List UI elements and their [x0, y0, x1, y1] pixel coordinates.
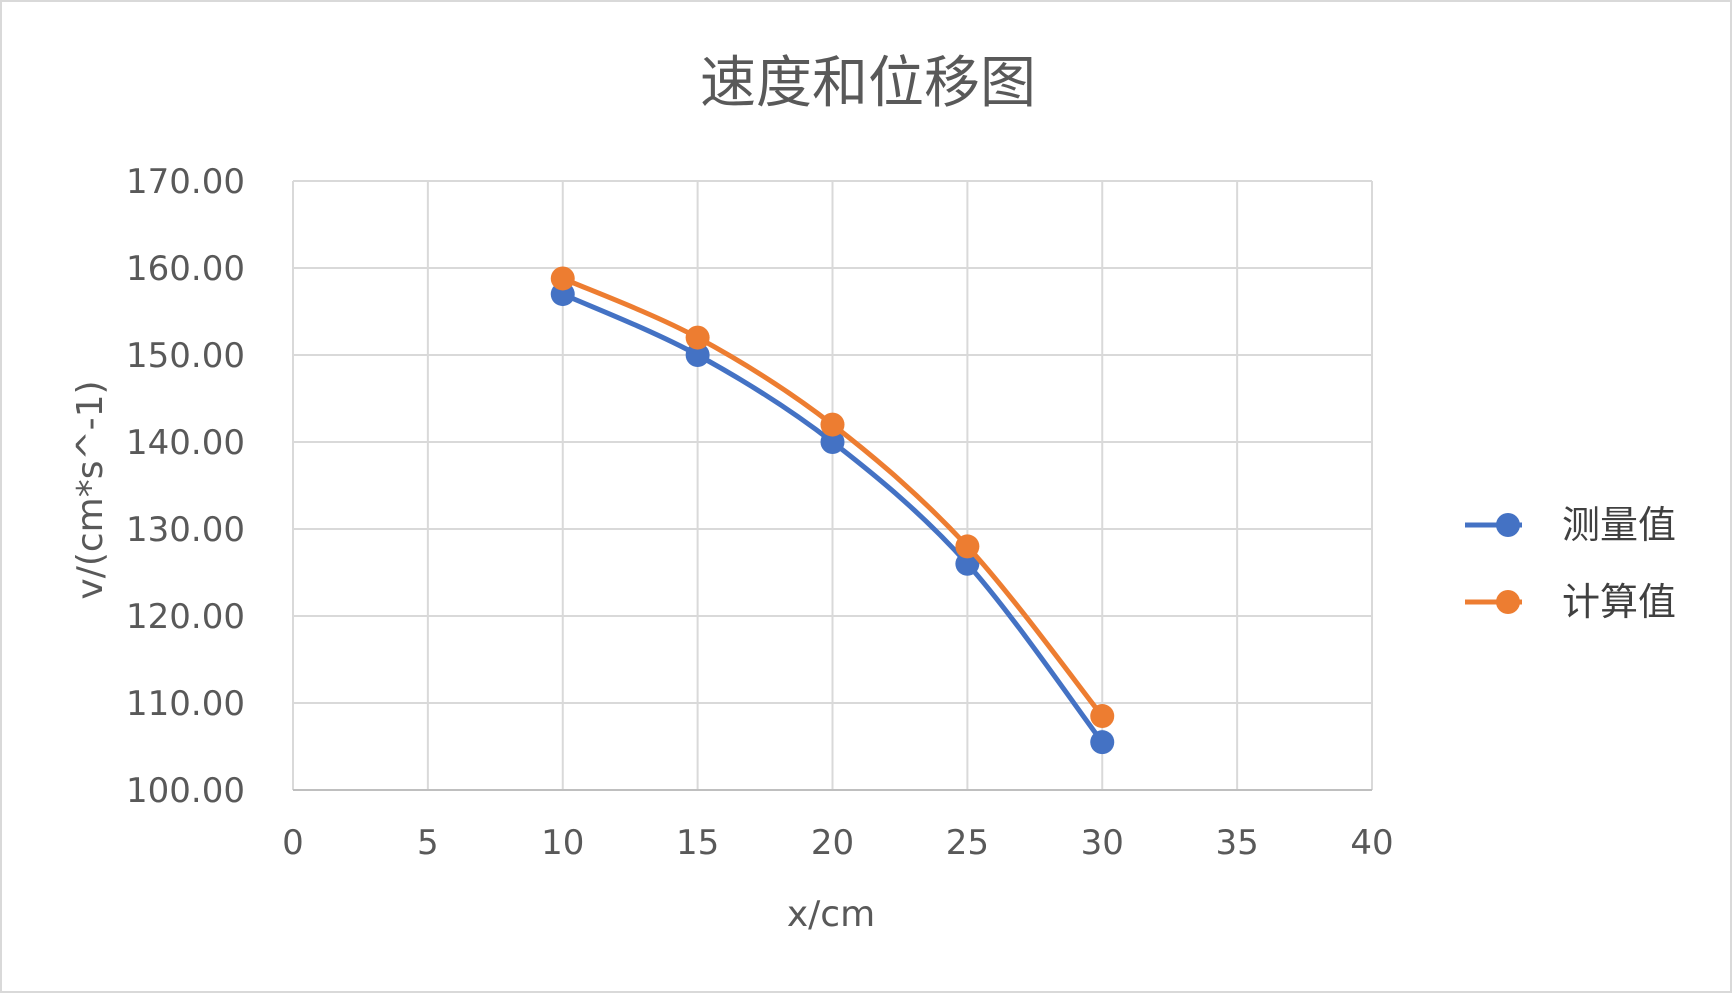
series-layer: [550, 266, 1115, 755]
data-point: [550, 266, 575, 291]
data-point: [685, 343, 710, 367]
legend-item: 测量值: [1465, 503, 1676, 547]
x-tick-label: 30: [1081, 823, 1124, 863]
x-tick-label: 0: [282, 823, 304, 863]
y-tick-label: 110.00: [126, 684, 245, 724]
series-1: [550, 282, 1115, 755]
y-tick-label: 160.00: [126, 249, 245, 289]
y-axis-ticks: 100.00 110.00 120.00 130.00 140.00 150.00 160.…: [126, 162, 245, 811]
x-tick-label: 35: [1215, 823, 1258, 863]
chart-title: 速度和位移图: [700, 51, 1036, 116]
x-tick-label: 20: [811, 823, 854, 863]
legend-label: 测量值: [1562, 503, 1676, 547]
x-tick-label: 15: [676, 823, 719, 863]
y-tick-label: 150.00: [126, 336, 245, 376]
x-tick-label: 5: [417, 823, 439, 863]
data-point: [1090, 704, 1115, 729]
data-point: [1090, 730, 1115, 755]
y-tick-label: 120.00: [126, 597, 245, 637]
y-tick-label: 100.00: [126, 771, 245, 811]
y-tick-label: 130.00: [126, 510, 245, 550]
x-tick-label: 40: [1350, 823, 1393, 863]
data-point: [955, 551, 980, 576]
data-point: [820, 430, 845, 454]
series-2: [550, 266, 1115, 729]
y-tick-label: 140.00: [126, 423, 245, 463]
data-point: [820, 412, 845, 437]
y-axis-label: v/(cm*s^-1): [70, 380, 111, 599]
legend-marker: [1496, 590, 1520, 614]
x-axis-label: x/cm: [787, 894, 875, 935]
gridlines: [292, 180, 1373, 791]
data-point: [955, 534, 980, 559]
legend-marker: [1496, 513, 1520, 537]
y-tick-label: 170.00: [126, 162, 245, 202]
legend-label: 计算值: [1562, 580, 1676, 624]
x-tick-label: 10: [541, 823, 584, 863]
legend-item: 计算值: [1465, 580, 1676, 624]
x-axis-ticks: 0 5 10 15 20 25 30 35 40: [282, 823, 1393, 863]
x-tick-label: 25: [946, 823, 989, 863]
data-point: [685, 325, 710, 350]
